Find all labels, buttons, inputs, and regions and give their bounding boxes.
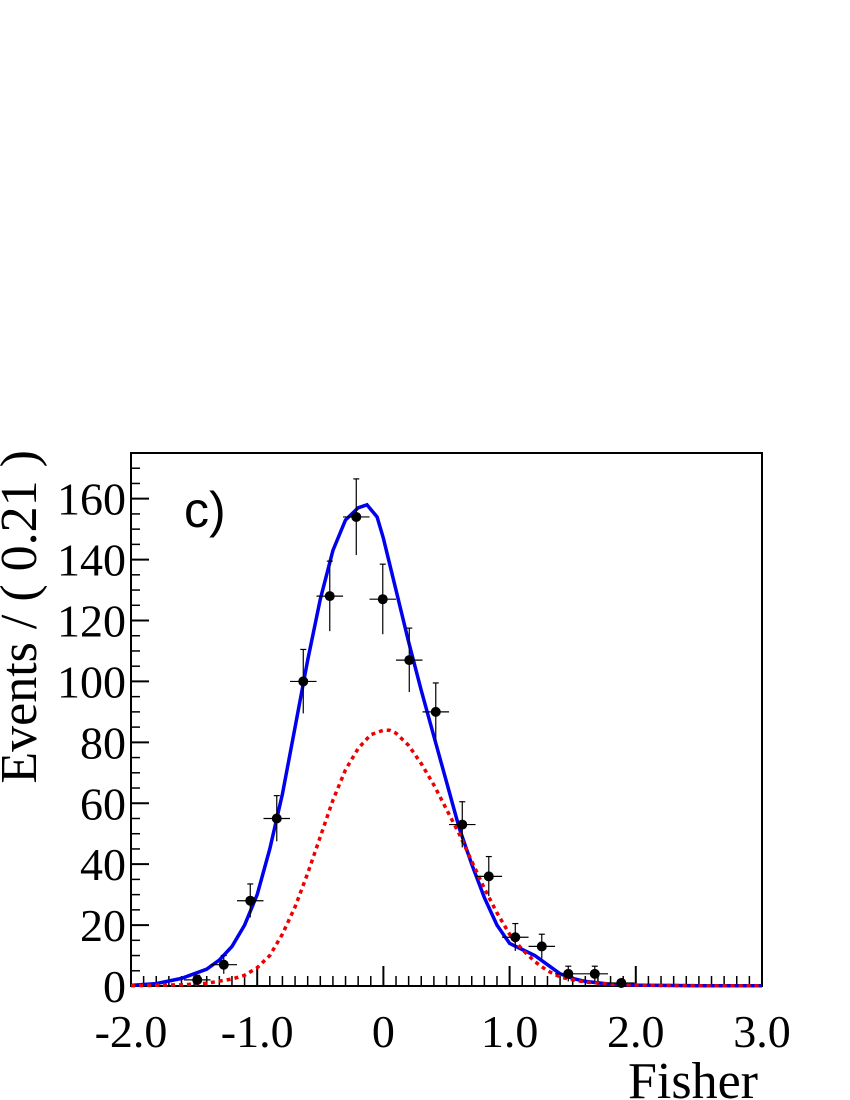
point-marker — [218, 959, 229, 970]
data-point — [237, 883, 264, 918]
data-point — [343, 478, 370, 556]
point-marker — [245, 895, 256, 906]
x-tick-label: 2.0 — [607, 1006, 665, 1057]
y-tick-label: 100 — [57, 656, 126, 707]
y-tick-label: 120 — [57, 596, 126, 647]
data-point — [528, 933, 556, 959]
y-tick-label: 20 — [80, 900, 126, 951]
point-marker — [271, 813, 282, 824]
data-point — [555, 965, 582, 982]
data-point — [396, 627, 423, 693]
point-marker — [510, 932, 521, 943]
y-tick-label: 160 — [57, 474, 126, 525]
data-points — [184, 478, 635, 988]
data-point — [449, 801, 476, 848]
data-point — [422, 682, 450, 741]
x-tick-label: 0 — [372, 1006, 395, 1057]
point-marker — [616, 977, 627, 988]
point-marker — [404, 655, 415, 666]
data-point — [502, 922, 529, 951]
y-tick-labels: 0 20 40 60 80 100 120 140 160 — [57, 474, 126, 1012]
y-tick-label: 80 — [80, 717, 126, 768]
y-tick-label: 40 — [80, 839, 126, 890]
x-tick-label: 3.0 — [733, 1006, 791, 1057]
panel-label: c) — [184, 482, 226, 538]
data-point — [369, 563, 397, 635]
y-tick-label: 0 — [103, 961, 126, 1012]
y-tick-label: 60 — [80, 778, 126, 829]
point-marker — [324, 591, 335, 602]
x-tick-label: -2.0 — [95, 1006, 168, 1057]
x-tick-label: 1.0 — [481, 1006, 539, 1057]
data-point — [316, 560, 344, 632]
point-marker — [351, 511, 362, 522]
point-marker — [483, 871, 494, 882]
point-marker — [430, 706, 441, 717]
data-point — [475, 855, 503, 897]
data-point — [263, 795, 291, 842]
data-point — [210, 954, 238, 974]
point-marker — [192, 974, 203, 985]
major-ticks — [130, 497, 763, 987]
minor-ticks — [131, 467, 751, 986]
data-point — [290, 648, 317, 714]
point-marker — [377, 594, 388, 605]
data-point — [581, 965, 609, 982]
x-tick-labels: -2.0 -1.0 0 1.0 2.0 3.0 — [95, 1006, 791, 1057]
point-marker — [563, 968, 574, 979]
x-tick-label: -1.0 — [221, 1006, 294, 1057]
x-axis-title: Fisher — [628, 1053, 758, 1100]
fit-curves — [130, 502, 763, 988]
data-point — [184, 974, 211, 985]
y-tick-label: 140 — [57, 535, 126, 586]
point-marker — [536, 941, 547, 952]
data-point — [608, 977, 635, 988]
total-fit-curve — [130, 502, 763, 988]
point-marker — [457, 819, 468, 830]
background-fit-curve — [130, 728, 763, 988]
point-marker — [298, 676, 309, 687]
y-axis-title: Events / ( 0.21 ) — [0, 450, 48, 784]
point-marker — [589, 968, 600, 979]
